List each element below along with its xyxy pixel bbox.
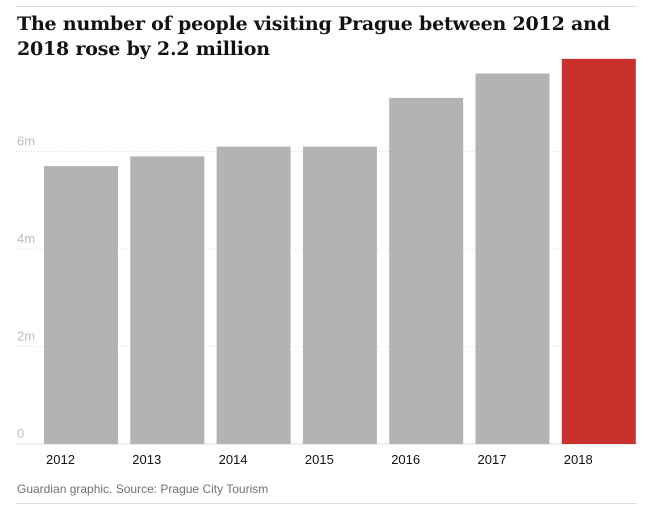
x-tick-label: 2013 (132, 452, 161, 467)
top-rule (16, 6, 637, 7)
source-note: Guardian graphic. Source: Prague City To… (17, 482, 269, 496)
bars (44, 58, 636, 444)
x-tick-label: 2015 (305, 452, 334, 467)
x-tick-label: 2017 (478, 452, 507, 467)
bar-2013 (130, 156, 205, 444)
y-tick-label: 4m (17, 231, 35, 246)
x-tick-label: 2014 (219, 452, 248, 467)
y-tick-label: 2m (17, 329, 35, 344)
chart-title: The number of people visiting Prague bet… (17, 13, 610, 60)
bar-2015 (302, 146, 377, 444)
x-tick-label: 2016 (391, 452, 420, 467)
y-tick-label: 0 (17, 426, 24, 441)
bar-2016 (389, 97, 464, 444)
x-tick-label: 2018 (564, 452, 593, 467)
x-tick-label: 2012 (46, 452, 75, 467)
x-axis-labels: 2012 2013 2014 2015 2016 2017 2018 (46, 452, 593, 467)
bottom-rule (16, 503, 637, 504)
bar-2018 (561, 58, 636, 444)
y-axis-ticks: 0 2m 4m 6m (17, 134, 35, 442)
y-tick-label: 6m (17, 134, 35, 149)
bar-2017 (475, 73, 550, 444)
bar-2012 (44, 166, 118, 444)
bar-2014 (216, 146, 291, 444)
